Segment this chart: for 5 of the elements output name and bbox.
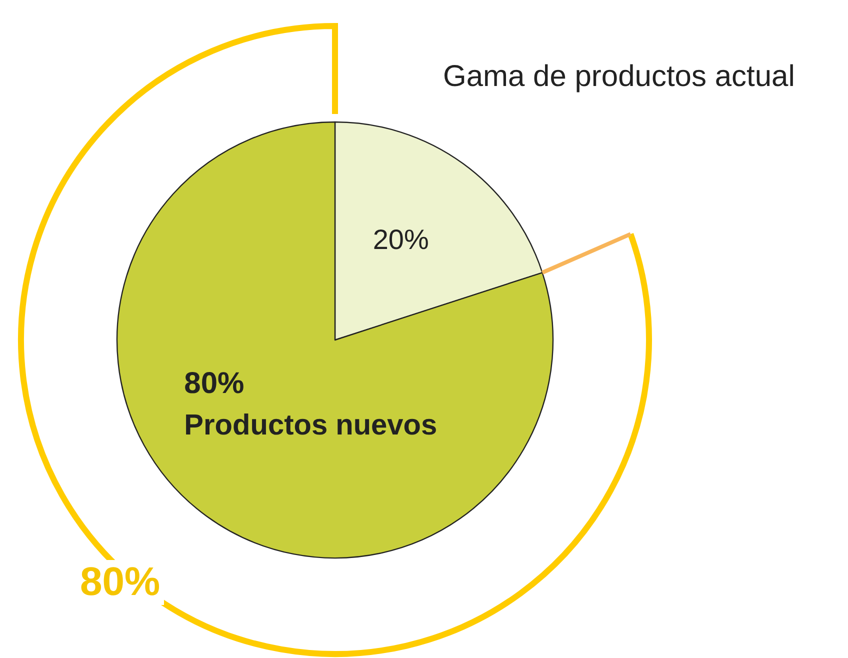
text: 80% bbox=[76, 560, 164, 605]
slice-label: Productos nuevos bbox=[184, 410, 438, 442]
data-label: 20% bbox=[372, 224, 429, 255]
data-label: 80% bbox=[184, 367, 244, 400]
slice-label: Gama de productos actual bbox=[443, 60, 795, 94]
